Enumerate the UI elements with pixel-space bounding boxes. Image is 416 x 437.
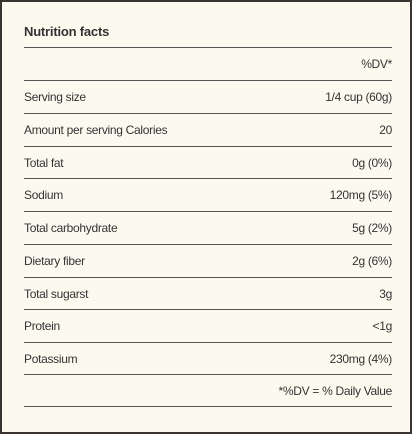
- serving-size-row: Serving size 1/4 cup (60g): [24, 80, 392, 112]
- row-value: 20: [379, 122, 392, 137]
- potassium-row: Potassium 230mg (4%): [24, 342, 392, 374]
- row-value: 2g (6%): [352, 253, 392, 268]
- row-label: Total carbohydrate: [24, 220, 118, 235]
- panel-title: Nutrition facts: [24, 24, 110, 39]
- footnote-row: *%DV = % Daily Value: [24, 374, 392, 406]
- row-value: 5g (2%): [352, 220, 392, 235]
- total-sugars-row: Total sugarst 3g: [24, 277, 392, 309]
- calories-row: Amount per serving Calories 20: [24, 113, 392, 145]
- row-label: Sodium: [24, 187, 63, 202]
- row-label: Total fat: [24, 155, 64, 170]
- footnote: *%DV = % Daily Value: [278, 383, 393, 398]
- row-label: Amount per serving Calories: [24, 122, 168, 137]
- row-value: 1/4 cup (60g): [325, 89, 392, 104]
- row-value: 3g: [379, 286, 392, 301]
- row-value: <1g: [372, 318, 393, 333]
- row-value: 230mg (4%): [329, 351, 393, 366]
- total-carbohydrate-row: Total carbohydrate 5g (2%): [24, 211, 392, 243]
- total-fat-row: Total fat 0g (0%): [24, 146, 392, 178]
- row-label: Total sugarst: [24, 286, 89, 301]
- row-label: Protein: [24, 318, 60, 333]
- row-value: 120mg (5%): [329, 187, 393, 202]
- protein-row: Protein <1g: [24, 309, 392, 341]
- row-label: Serving size: [24, 89, 86, 104]
- row-value: 0g (0%): [352, 155, 392, 170]
- dv-header-row: %DV*: [24, 47, 392, 79]
- row-label: Dietary fiber: [24, 253, 85, 268]
- row-label: Potassium: [24, 351, 78, 366]
- dietary-fiber-row: Dietary fiber 2g (6%): [24, 244, 392, 276]
- dv-header: %DV*: [361, 56, 392, 71]
- sodium-row: Sodium 120mg (5%): [24, 178, 392, 210]
- bottom-divider: [24, 406, 392, 407]
